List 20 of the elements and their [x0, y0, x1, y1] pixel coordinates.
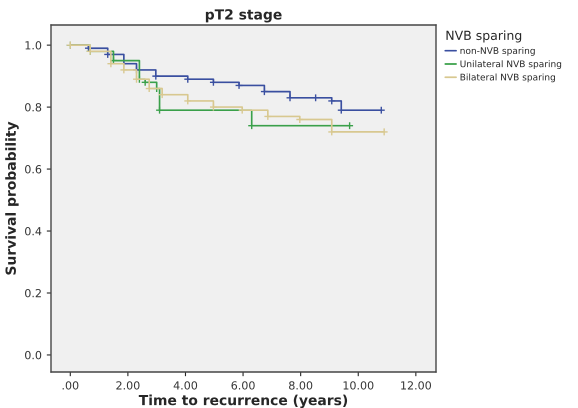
- x-tick-label: 10.00: [344, 381, 374, 390]
- x-tick-label: .00: [62, 381, 78, 390]
- y-tick-label: 0.4: [25, 227, 42, 236]
- legend-label: non-NVB sparing: [460, 47, 535, 56]
- legend-title: NVB sparing: [446, 30, 522, 43]
- legend-label: Unilateral NVB sparing: [460, 60, 562, 70]
- chart-title: pT2 stage: [206, 9, 282, 22]
- x-tick-label: 2.00: [116, 381, 140, 390]
- y-axis-title: Survival probability: [5, 122, 19, 275]
- legend-label: Bilateral NVB sparing: [460, 74, 555, 82]
- x-tick-label: 6.00: [231, 381, 255, 390]
- y-tick-label: 1.0: [26, 41, 42, 50]
- y-tick-label: 0.0: [25, 350, 42, 360]
- x-axis-title: Time to recurrence (years): [138, 394, 348, 408]
- y-tick-label: 0.2: [25, 288, 41, 298]
- x-tick-label: 4.00: [174, 381, 198, 390]
- y-tick-label: 0.8: [25, 103, 42, 112]
- y-tick-label: 0.6: [25, 165, 42, 174]
- x-tick-label: 8.00: [289, 381, 312, 390]
- x-tick-label: 12.00: [401, 381, 432, 390]
